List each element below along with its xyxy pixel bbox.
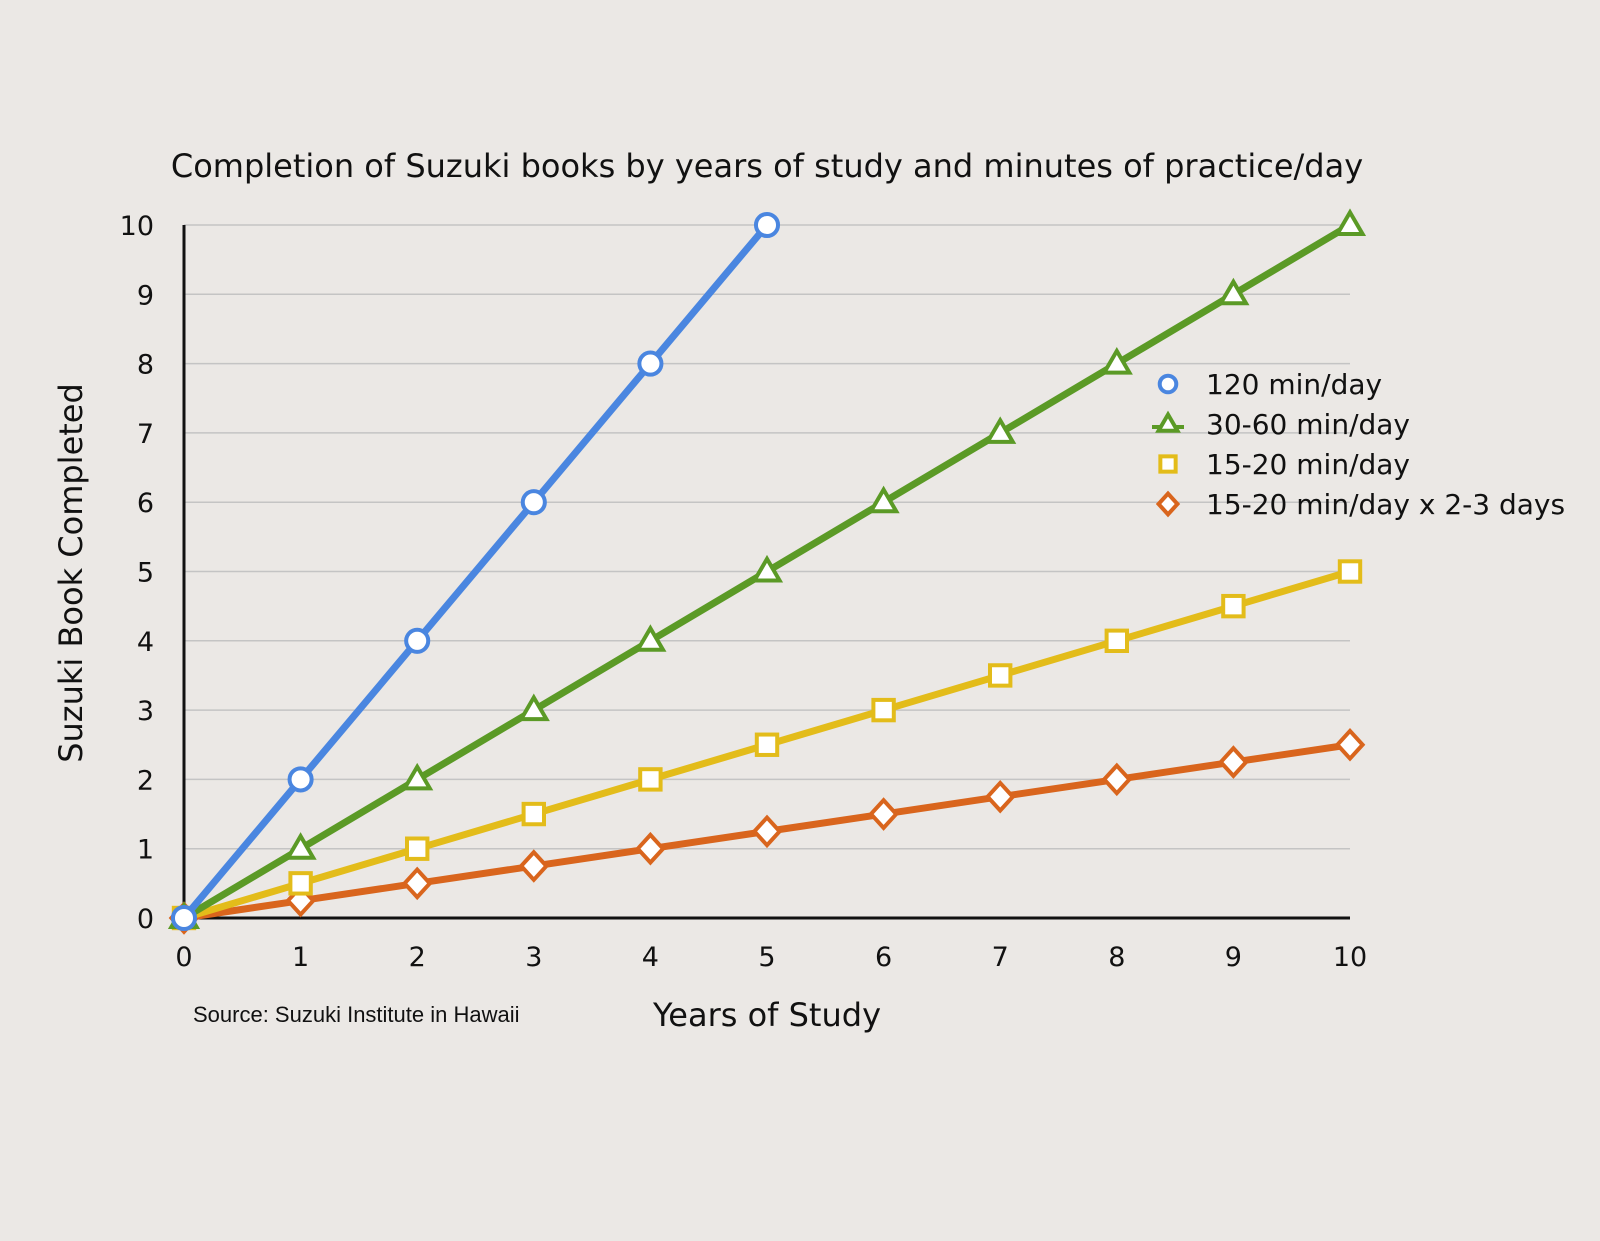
y-tick-label: 6 [137,488,154,519]
data-point [1218,745,1249,779]
data-point [401,762,434,791]
legend-swatch [1157,373,1179,395]
x-tick-label: 3 [525,942,542,973]
data-point [1221,593,1246,619]
data-point [754,732,780,757]
y-tick-label: 8 [137,350,154,381]
y-tick-label: 5 [137,558,154,589]
y-tick-label: 9 [137,280,154,311]
data-point [1333,208,1367,236]
series-0 [170,211,781,932]
legend: 120 min/day 30-60 min/day 15-20 min/day 15-… [1152,368,1565,521]
series-1 [167,208,1367,929]
series-3 [168,727,1366,935]
y-tick-label: 7 [137,419,154,450]
axis-layer: 0 1 2 3 4 5 6 7 8 9 10 0 1 2 3 4 5 6 7 8 9 10 [120,211,1368,973]
source-note: Source: Suzuki Institute in Hawaii [193,1002,520,1027]
data-point [405,836,430,861]
x-tick-label: 0 [175,942,192,973]
y-tick-label: 2 [137,765,154,796]
data-point [638,767,663,792]
data-point [1100,347,1133,375]
x-tick-label: 5 [758,942,775,973]
data-point [1101,762,1133,797]
data-point [634,624,667,652]
x-tick-label: 2 [409,942,426,973]
data-point [751,814,783,849]
x-axis-title: Years of Study [652,996,881,1034]
data-point [868,797,899,831]
data-point [287,766,314,793]
legend-swatch [1155,490,1181,518]
y-axis-title: Suzuki Book Completed [52,383,90,763]
data-point [984,416,1017,444]
data-point [404,627,431,654]
data-point [988,663,1013,688]
legend-item: 120 min/day [1157,368,1382,401]
data-point [753,211,781,239]
legend-swatch [1155,410,1181,433]
data-point [984,779,1016,814]
data-point [520,489,547,516]
x-tick-label: 6 [875,942,892,973]
series-line [180,221,771,922]
data-point [284,832,317,860]
series-2 [171,559,1363,931]
series-layer [167,208,1367,935]
data-point [1217,277,1250,306]
x-tick-label: 9 [1225,942,1242,973]
legend-item: 15-20 min/day x 2-3 days [1155,488,1565,521]
data-point [867,485,900,514]
legend-item: 15-20 min/day [1158,448,1410,481]
y-tick-label: 3 [137,696,154,727]
legend-label: 120 min/day [1206,368,1382,401]
y-tick-label: 1 [137,835,154,866]
data-point [521,801,546,827]
data-point [401,866,433,901]
legend-label: 30-60 min/day [1206,408,1410,441]
chart-title: Completion of Suzuki books by years of s… [171,147,1363,185]
legend-item: 30-60 min/day [1152,408,1410,441]
data-point [871,697,896,723]
x-tick-label: 7 [992,942,1009,973]
y-tick-label: 4 [137,627,154,658]
x-tick-label: 10 [1333,942,1367,973]
legend-swatch [1158,454,1178,474]
y-tick-label: 0 [137,904,154,935]
legend-label: 15-20 min/day x 2-3 days [1206,488,1565,521]
data-point [637,350,664,377]
x-tick-label: 4 [642,942,659,973]
data-point [1337,559,1363,584]
y-tick-label: 10 [120,211,154,242]
data-point [750,554,784,583]
data-point [170,904,198,932]
data-point [517,693,550,722]
x-tick-label: 8 [1108,942,1125,973]
data-point [1104,628,1129,653]
legend-label: 15-20 min/day [1206,448,1410,481]
data-point [518,849,550,883]
x-tick-label: 1 [292,942,309,973]
data-point [1334,727,1366,762]
data-point [288,871,313,896]
data-point [635,831,666,866]
